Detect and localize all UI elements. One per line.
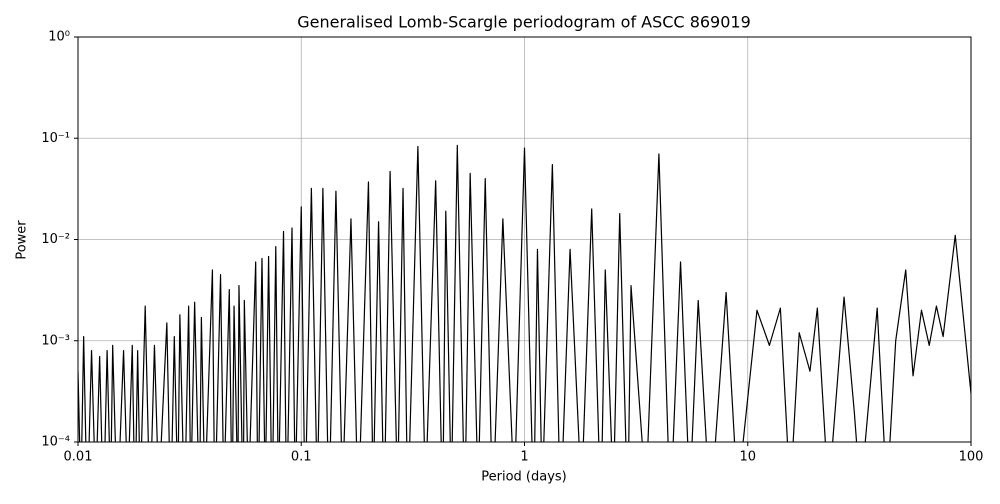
x-tick-label: 100 (959, 450, 984, 465)
y-tick-label: 10⁻¹ (41, 131, 70, 146)
series-line (78, 144, 971, 442)
ticks: 0.01 0.1 1 10 100 10⁻⁴ 10⁻³ 10⁻² 10⁻¹ 10⁰ (41, 30, 983, 465)
y-axis-label: Power (15, 220, 30, 260)
x-tick-label: 0.1 (291, 450, 312, 465)
x-tick-label: 1 (520, 450, 528, 465)
y-tick-label: 10⁻² (41, 232, 70, 247)
x-axis-label: Period (days) (481, 470, 567, 485)
y-tick-label: 10⁻³ (41, 333, 70, 348)
chart-title: Generalised Lomb-Scargle periodogram of … (297, 13, 751, 32)
x-tick-label: 10 (739, 450, 756, 465)
plot-area (78, 144, 971, 442)
y-tick-label: 10⁰ (48, 30, 70, 45)
y-tick-label: 10⁻⁴ (41, 435, 70, 450)
x-tick-label: 0.01 (64, 450, 93, 465)
